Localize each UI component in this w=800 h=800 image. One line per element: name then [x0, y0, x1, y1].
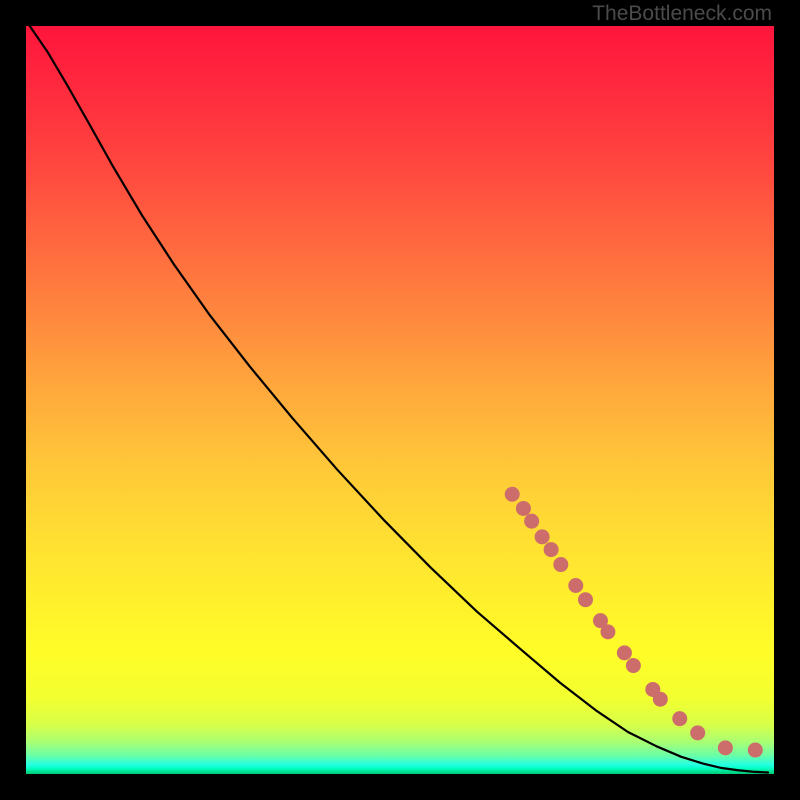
curve-marker: [626, 658, 641, 673]
curve-marker: [535, 529, 550, 544]
chart-svg: [26, 26, 774, 774]
curve-marker: [718, 740, 733, 755]
curve-marker: [544, 542, 559, 557]
curve-marker: [568, 578, 583, 593]
curve-marker: [748, 743, 763, 758]
curve-marker: [600, 624, 615, 639]
curve-marker: [653, 692, 668, 707]
curve-marker: [516, 501, 531, 516]
chart-root: TheBottleneck.com: [0, 0, 800, 800]
curve-marker: [578, 592, 593, 607]
curve-marker: [524, 514, 539, 529]
curve-marker: [617, 645, 632, 660]
curve-marker: [505, 487, 520, 502]
curve-marker: [553, 557, 568, 572]
curve-marker: [672, 711, 687, 726]
gradient-background: [26, 26, 774, 774]
curve-marker: [690, 725, 705, 740]
plot-area: [26, 26, 774, 774]
attribution-text: TheBottleneck.com: [592, 2, 772, 26]
